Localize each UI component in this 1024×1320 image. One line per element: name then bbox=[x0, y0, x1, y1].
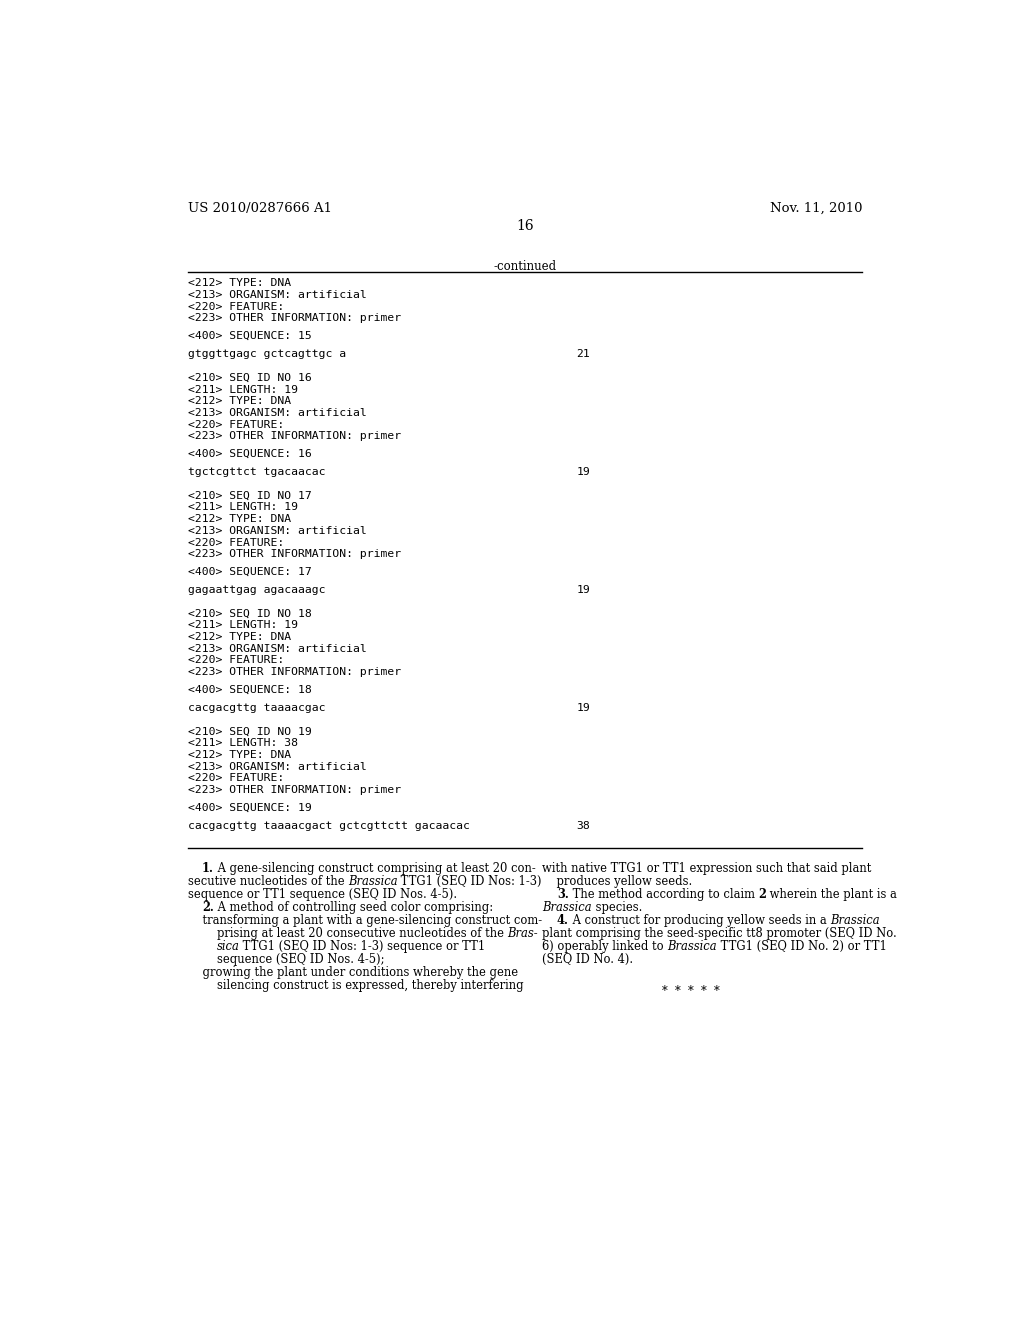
Text: secutive nucleotides of the: secutive nucleotides of the bbox=[187, 875, 348, 888]
Text: 19: 19 bbox=[577, 702, 590, 713]
Text: (SEQ ID No. 4).: (SEQ ID No. 4). bbox=[543, 953, 634, 966]
Text: TTG1 (SEQ ID Nos: 1-3): TTG1 (SEQ ID Nos: 1-3) bbox=[397, 875, 542, 888]
Text: TTG1 (SEQ ID Nos: 1-3) sequence or TT1: TTG1 (SEQ ID Nos: 1-3) sequence or TT1 bbox=[240, 940, 485, 953]
Text: -continued: -continued bbox=[494, 260, 556, 273]
Text: <211> LENGTH: 19: <211> LENGTH: 19 bbox=[187, 384, 298, 395]
Text: 2.: 2. bbox=[202, 900, 214, 913]
Text: Bras-: Bras- bbox=[507, 927, 538, 940]
Text: A method of controlling seed color comprising:: A method of controlling seed color compr… bbox=[214, 900, 493, 913]
Text: <213> ORGANISM: artificial: <213> ORGANISM: artificial bbox=[187, 525, 367, 536]
Text: <211> LENGTH: 19: <211> LENGTH: 19 bbox=[187, 503, 298, 512]
Text: <212> TYPE: DNA: <212> TYPE: DNA bbox=[187, 632, 291, 642]
Text: Brassica: Brassica bbox=[348, 875, 397, 888]
Text: produces yellow seeds.: produces yellow seeds. bbox=[543, 875, 692, 888]
Text: <220> FEATURE:: <220> FEATURE: bbox=[187, 656, 284, 665]
Text: <223> OTHER INFORMATION: primer: <223> OTHER INFORMATION: primer bbox=[187, 549, 400, 560]
Text: <212> TYPE: DNA: <212> TYPE: DNA bbox=[187, 279, 291, 288]
Text: A construct for producing yellow seeds in a: A construct for producing yellow seeds i… bbox=[568, 913, 830, 927]
Text: with native TTG1 or TT1 expression such that said plant: with native TTG1 or TT1 expression such … bbox=[543, 862, 871, 875]
Text: 1.: 1. bbox=[202, 862, 214, 875]
Text: <211> LENGTH: 19: <211> LENGTH: 19 bbox=[187, 620, 298, 631]
Text: <212> TYPE: DNA: <212> TYPE: DNA bbox=[187, 513, 291, 524]
Text: A gene-silencing construct comprising at least 20 con-: A gene-silencing construct comprising at… bbox=[214, 862, 536, 875]
Text: 19: 19 bbox=[577, 467, 590, 477]
Text: tgctcgttct tgacaacac: tgctcgttct tgacaacac bbox=[187, 467, 325, 477]
Text: sequence (SEQ ID Nos. 4-5);: sequence (SEQ ID Nos. 4-5); bbox=[187, 953, 384, 966]
Text: 3.: 3. bbox=[557, 888, 568, 900]
Text: Brassica: Brassica bbox=[830, 913, 880, 927]
Text: <212> TYPE: DNA: <212> TYPE: DNA bbox=[187, 396, 291, 407]
Text: growing the plant under conditions whereby the gene: growing the plant under conditions where… bbox=[187, 966, 518, 979]
Text: <220> FEATURE:: <220> FEATURE: bbox=[187, 302, 284, 312]
Text: Brassica: Brassica bbox=[668, 940, 717, 953]
Text: 6) operably linked to: 6) operably linked to bbox=[543, 940, 668, 953]
Text: <213> ORGANISM: artificial: <213> ORGANISM: artificial bbox=[187, 290, 367, 300]
Text: Brassica: Brassica bbox=[543, 900, 592, 913]
Text: 2: 2 bbox=[758, 888, 766, 900]
Text: <223> OTHER INFORMATION: primer: <223> OTHER INFORMATION: primer bbox=[187, 667, 400, 677]
Text: 19: 19 bbox=[577, 585, 590, 595]
Text: 4.: 4. bbox=[557, 913, 568, 927]
Text: 38: 38 bbox=[577, 821, 590, 830]
Text: US 2010/0287666 A1: US 2010/0287666 A1 bbox=[187, 202, 332, 215]
Text: The method according to claim: The method according to claim bbox=[568, 888, 758, 900]
Text: <213> ORGANISM: artificial: <213> ORGANISM: artificial bbox=[187, 408, 367, 418]
Text: <400> SEQUENCE: 17: <400> SEQUENCE: 17 bbox=[187, 568, 311, 577]
Text: <212> TYPE: DNA: <212> TYPE: DNA bbox=[187, 750, 291, 760]
Text: <220> FEATURE:: <220> FEATURE: bbox=[187, 420, 284, 429]
Text: gagaattgag agacaaagc: gagaattgag agacaaagc bbox=[187, 585, 325, 595]
Text: silencing construct is expressed, thereby interfering: silencing construct is expressed, thereb… bbox=[187, 979, 523, 991]
Text: sica: sica bbox=[216, 940, 240, 953]
Text: TTG1 (SEQ ID No. 2) or TT1: TTG1 (SEQ ID No. 2) or TT1 bbox=[717, 940, 887, 953]
Text: gtggttgagc gctcagttgc a: gtggttgagc gctcagttgc a bbox=[187, 348, 346, 359]
Text: <210> SEQ ID NO 16: <210> SEQ ID NO 16 bbox=[187, 372, 311, 383]
Text: <400> SEQUENCE: 16: <400> SEQUENCE: 16 bbox=[187, 449, 311, 459]
Text: sequence or TT1 sequence (SEQ ID Nos. 4-5).: sequence or TT1 sequence (SEQ ID Nos. 4-… bbox=[187, 888, 457, 900]
Text: <400> SEQUENCE: 18: <400> SEQUENCE: 18 bbox=[187, 685, 311, 694]
Text: plant comprising the seed-specific tt8 promoter (SEQ ID No.: plant comprising the seed-specific tt8 p… bbox=[543, 927, 897, 940]
Text: 16: 16 bbox=[516, 219, 534, 234]
Text: cacgacgttg taaaacgact gctcgttctt gacaacac: cacgacgttg taaaacgact gctcgttctt gacaaca… bbox=[187, 821, 469, 830]
Text: prising at least 20 consecutive nucleotides of the: prising at least 20 consecutive nucleoti… bbox=[187, 927, 507, 940]
Text: <211> LENGTH: 38: <211> LENGTH: 38 bbox=[187, 738, 298, 748]
Text: <400> SEQUENCE: 15: <400> SEQUENCE: 15 bbox=[187, 331, 311, 341]
Text: <213> ORGANISM: artificial: <213> ORGANISM: artificial bbox=[187, 644, 367, 653]
Text: 21: 21 bbox=[577, 348, 590, 359]
Text: <210> SEQ ID NO 18: <210> SEQ ID NO 18 bbox=[187, 609, 311, 619]
Text: Nov. 11, 2010: Nov. 11, 2010 bbox=[770, 202, 862, 215]
Text: wherein the plant is a: wherein the plant is a bbox=[766, 888, 897, 900]
Text: <223> OTHER INFORMATION: primer: <223> OTHER INFORMATION: primer bbox=[187, 785, 400, 795]
Text: *  *  *  *  *: * * * * * bbox=[663, 985, 720, 998]
Text: <400> SEQUENCE: 19: <400> SEQUENCE: 19 bbox=[187, 803, 311, 813]
Text: <223> OTHER INFORMATION: primer: <223> OTHER INFORMATION: primer bbox=[187, 432, 400, 441]
Text: <210> SEQ ID NO 19: <210> SEQ ID NO 19 bbox=[187, 726, 311, 737]
Text: cacgacgttg taaaacgac: cacgacgttg taaaacgac bbox=[187, 702, 325, 713]
Text: transforming a plant with a gene-silencing construct com-: transforming a plant with a gene-silenci… bbox=[187, 913, 542, 927]
Text: <220> FEATURE:: <220> FEATURE: bbox=[187, 537, 284, 548]
Text: <213> ORGANISM: artificial: <213> ORGANISM: artificial bbox=[187, 762, 367, 772]
Text: <220> FEATURE:: <220> FEATURE: bbox=[187, 774, 284, 783]
Text: <210> SEQ ID NO 17: <210> SEQ ID NO 17 bbox=[187, 491, 311, 500]
Text: species.: species. bbox=[592, 900, 642, 913]
Text: <223> OTHER INFORMATION: primer: <223> OTHER INFORMATION: primer bbox=[187, 313, 400, 323]
